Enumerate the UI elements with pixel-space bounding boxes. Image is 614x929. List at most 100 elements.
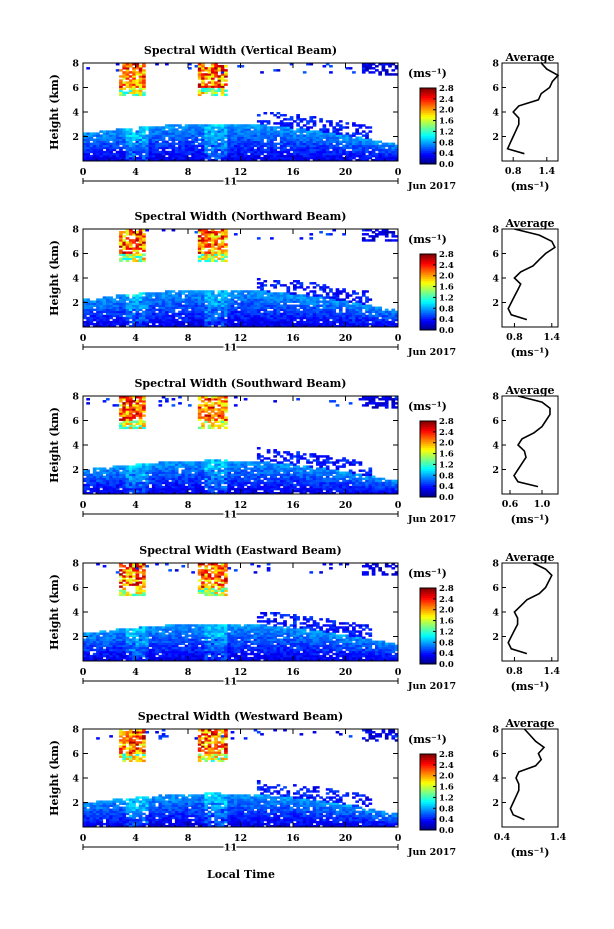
heatmap-cell [214, 408, 218, 411]
heatmap-cell [161, 471, 166, 474]
heatmap-cell [128, 231, 133, 234]
heatmap-cell [227, 148, 232, 152]
heatmap-cell [132, 134, 136, 137]
heatmap-cell [174, 306, 179, 310]
heatmap-cell [83, 483, 87, 487]
heatmap-cell [115, 483, 120, 487]
heatmap-cell [342, 290, 346, 293]
heatmap-cell [220, 475, 225, 479]
heatmap-cell [384, 63, 389, 66]
heatmap-cell [224, 83, 228, 86]
heatmap-cell [128, 132, 133, 135]
heatmap-cell [86, 308, 90, 312]
heatmap-cell [135, 253, 140, 256]
heatmap-cell [220, 233, 225, 236]
heatmap-cell [286, 134, 291, 137]
heatmap-cell [325, 134, 330, 137]
heatmap-cell [276, 451, 281, 454]
heatmap-cell [358, 312, 363, 316]
heatmap-cell [165, 124, 169, 127]
heatmap-cell [270, 310, 274, 314]
heatmap-cell [394, 314, 399, 318]
heatmap-cell [122, 142, 127, 146]
heatmap-cell [171, 471, 176, 474]
heatmap-cell [83, 146, 87, 150]
heatmap-cell [155, 304, 159, 307]
heatmap-cell [338, 128, 343, 131]
heatmap-cell [247, 146, 251, 150]
heatmap-cell [325, 152, 330, 156]
heatmap-cell [256, 306, 261, 310]
heatmap-cell [92, 312, 97, 316]
heatmap-cell [355, 140, 360, 144]
heatmap-cell [204, 320, 209, 324]
heatmap-cell [253, 298, 258, 301]
heatmap-cell [207, 124, 212, 127]
heatmap-cell [96, 142, 100, 146]
heatmap-cell [165, 461, 169, 464]
heatmap-cell [306, 132, 310, 135]
heatmap-cell [204, 471, 209, 474]
heatmap-cell [302, 134, 307, 137]
heatmap-cell [99, 306, 104, 310]
heatmap-cell [128, 487, 133, 491]
heatmap-cell [375, 146, 379, 150]
heatmap-cell [384, 156, 389, 160]
heatmap-cell [243, 142, 248, 146]
heatmap-cell [194, 152, 199, 156]
heatmap-cell [158, 294, 163, 297]
heatmap-cell [217, 142, 222, 146]
heatmap-cell [210, 418, 215, 421]
heatmap-cell [207, 467, 212, 470]
heatmap-cell [125, 253, 130, 256]
heatmap-cell [293, 300, 297, 303]
heatmap-cell [112, 132, 117, 135]
heatmap-cell [217, 235, 222, 238]
heatmap-cell [293, 310, 297, 314]
heatmap-cell [204, 306, 209, 310]
heatmap-cell [92, 132, 97, 135]
heatmap-cell [315, 314, 320, 318]
heatmap-cell [332, 140, 337, 144]
heatmap-cell [263, 280, 268, 283]
heatmap-cell [86, 67, 90, 70]
heatmap-cell [128, 130, 133, 133]
heatmap-cell [201, 138, 205, 141]
heatmap-cell [309, 138, 314, 141]
heatmap-cell [135, 93, 140, 97]
heatmap-cell [165, 312, 169, 316]
heatmap-cell [204, 481, 209, 485]
heatmap-cell [224, 324, 228, 328]
heatmap-cell [365, 132, 369, 135]
heatmap-cell [119, 410, 123, 413]
heatmap-cell [289, 296, 294, 299]
heatmap-cell [151, 477, 156, 481]
heatmap-cell [105, 318, 110, 322]
colorbar-band [420, 112, 436, 115]
heatmap-cell [368, 308, 373, 312]
heatmap-cell [191, 483, 195, 487]
heatmap-cell [151, 312, 156, 316]
heatmap-cell [138, 404, 143, 407]
colorbar-band [420, 135, 436, 138]
heatmap-cell [220, 485, 225, 489]
heatmap [83, 396, 399, 495]
heatmap-cell [214, 154, 218, 158]
heatmap-cell [279, 312, 284, 316]
heatmap-cell [394, 310, 399, 314]
heatmap-cell [253, 156, 258, 160]
heatmap-cell [165, 298, 169, 301]
heatmap-cell [233, 130, 238, 133]
heatmap-cell [214, 243, 218, 246]
heatmap-cell [233, 316, 238, 320]
heatmap-cell [197, 257, 202, 261]
heatmap-cell [335, 150, 340, 154]
heatmap-cell [155, 491, 159, 495]
heatmap-cell [312, 292, 317, 295]
heatmap-cell [233, 324, 238, 328]
heatmap-cell [266, 312, 271, 316]
heatmap-cell [315, 312, 320, 316]
heatmap-cell [299, 142, 304, 146]
heatmap-cell [247, 134, 251, 137]
average-y-tick-label: 4 [492, 108, 499, 119]
